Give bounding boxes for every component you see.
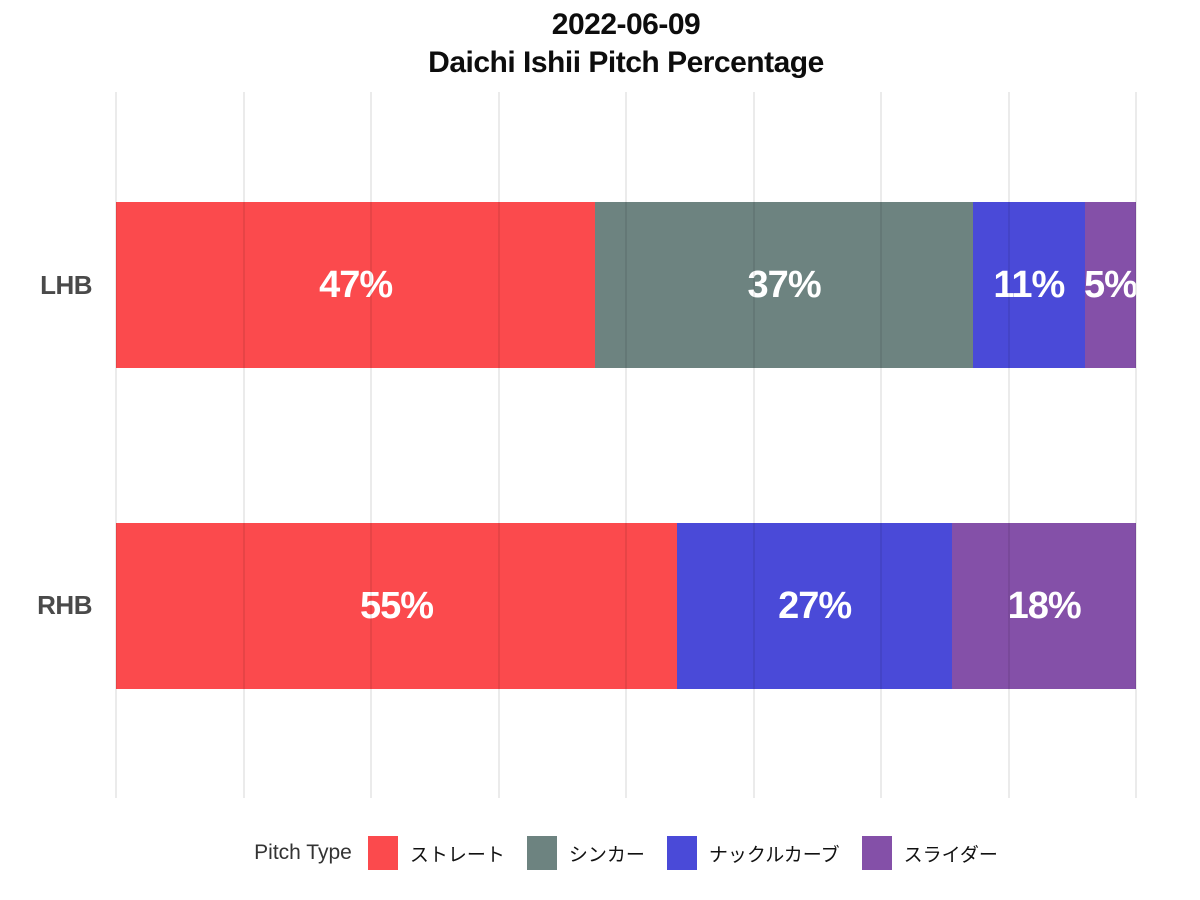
- gridline: [752, 92, 755, 798]
- chart-title: 2022-06-09 Daichi Ishii Pitch Percentage: [116, 6, 1136, 82]
- legend: Pitch Type ストレート シンカー ナックルカーブ スライダー: [116, 836, 1136, 870]
- bar-value-label: 37%: [747, 263, 822, 306]
- y-axis-label-lhb: LHB: [40, 270, 92, 300]
- bar-value-label: 11%: [993, 263, 1065, 306]
- bar-value-label: 5%: [1084, 263, 1138, 306]
- bar-segment-rhb: 27%: [677, 523, 953, 689]
- legend-label: スライダー: [903, 844, 998, 866]
- legend-title: Pitch Type: [254, 841, 352, 864]
- chart-title-date: 2022-06-09: [551, 8, 701, 41]
- bar-segment-lhb: 11%: [972, 202, 1085, 368]
- legend-label: ストレート: [409, 844, 505, 866]
- bar-value-label: 55%: [359, 584, 434, 627]
- legend-swatch: [526, 836, 557, 870]
- gridline: [370, 92, 372, 798]
- bar-segment-lhb: 37%: [595, 202, 973, 368]
- bar-segment-lhb: 47%: [116, 202, 596, 368]
- gridline: [115, 92, 117, 798]
- bar-row-rhb: 55% 27% 18%: [116, 523, 1136, 689]
- gridline: [242, 92, 245, 798]
- bar-segment-lhb: 5%: [1084, 202, 1138, 368]
- gridline: [625, 92, 627, 798]
- chart-title-main: Daichi Ishii Pitch Percentage: [428, 46, 824, 79]
- plot-area: 47% 37% 11% 5% 55% 27% 18%: [115, 92, 1138, 798]
- legend-items: ストレート シンカー ナックルカーブ スライダー: [367, 836, 998, 870]
- gridline: [497, 92, 500, 798]
- y-axis-label-rhb: RHB: [37, 590, 92, 620]
- legend-swatch: [367, 836, 398, 870]
- bar-segment-rhb: 18%: [952, 523, 1136, 689]
- bar-value-label: 27%: [778, 584, 852, 627]
- gridline: [1007, 92, 1010, 798]
- legend-label: シンカー: [568, 844, 645, 866]
- legend-swatch: [861, 836, 892, 870]
- legend-item: ストレート: [367, 836, 505, 870]
- bar-segment-rhb: 55%: [116, 523, 677, 689]
- bar-value-label: 47%: [319, 263, 393, 306]
- legend-swatch: [666, 836, 697, 870]
- legend-item: シンカー: [526, 836, 645, 870]
- legend-label: ナックルカーブ: [708, 844, 840, 866]
- legend-item: スライダー: [861, 836, 998, 870]
- gridline: [880, 92, 882, 798]
- bar-row-lhb: 47% 37% 11% 5%: [116, 202, 1138, 368]
- legend-item: ナックルカーブ: [666, 836, 840, 870]
- gridline: [1135, 92, 1137, 798]
- bar-value-label: 18%: [1007, 584, 1082, 627]
